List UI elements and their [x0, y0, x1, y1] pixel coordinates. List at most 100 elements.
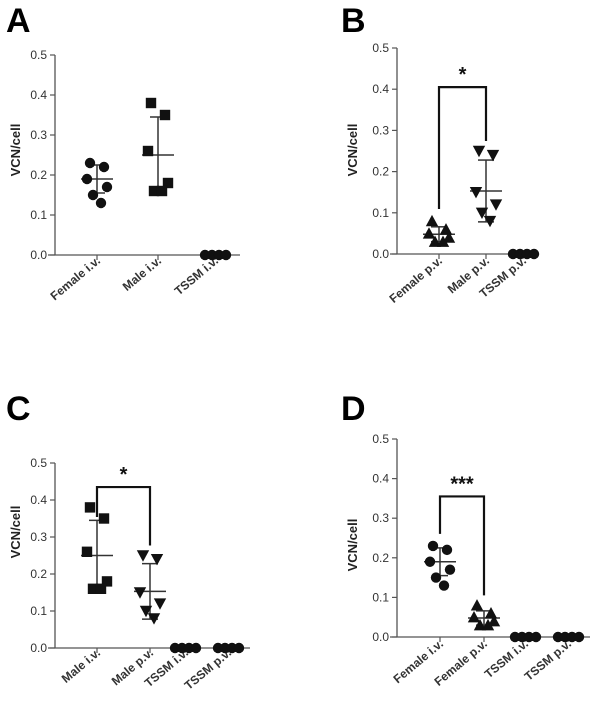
data-point — [486, 149, 500, 162]
panel-letter: D — [341, 390, 366, 428]
data-point — [467, 611, 481, 623]
data-point — [84, 502, 96, 513]
y-tick-label: 0.0 — [372, 247, 389, 261]
y-tick-label: 0.4 — [30, 493, 47, 507]
y-tick-label: 0.5 — [372, 432, 389, 446]
y-tick-label: 0.1 — [372, 590, 389, 604]
y-tick-label: 0.4 — [372, 472, 389, 486]
data-point — [427, 540, 439, 552]
significance-bracket — [95, 485, 152, 546]
y-axis-label: VCN/cell — [8, 124, 23, 177]
data-point — [159, 109, 171, 121]
y-tick-label: 0.4 — [30, 88, 47, 102]
panel-letter: B — [341, 2, 366, 40]
data-point — [136, 550, 150, 562]
data-point — [438, 580, 450, 591]
y-tick-label: 0.0 — [30, 641, 47, 655]
data-point — [441, 544, 453, 556]
category-label: Male i.v. — [120, 254, 164, 294]
data-point — [530, 631, 542, 643]
data-point — [95, 583, 107, 594]
data-point — [422, 227, 436, 239]
data-point — [98, 513, 110, 524]
data-point — [101, 576, 113, 587]
data-point — [439, 223, 453, 235]
data-point — [424, 556, 436, 567]
data-point — [528, 248, 540, 260]
data-point — [428, 235, 442, 247]
data-point — [81, 546, 93, 557]
data-point — [484, 607, 498, 619]
data-point — [145, 97, 157, 109]
y-tick-label: 0.2 — [30, 168, 47, 182]
y-tick-label: 0.2 — [30, 567, 47, 581]
significance-label: * — [120, 464, 128, 486]
data-point — [481, 618, 495, 631]
y-tick-label: 0.5 — [372, 41, 389, 55]
data-point — [489, 199, 503, 211]
data-point — [84, 157, 96, 169]
significance-bracket — [437, 86, 488, 210]
data-point — [156, 185, 168, 197]
data-point — [101, 181, 113, 193]
y-tick-label: 0.1 — [30, 208, 47, 222]
data-point — [142, 145, 154, 157]
category-label: Male i.v. — [59, 646, 103, 686]
y-tick-label: 0.1 — [30, 604, 47, 618]
panel-letter: A — [6, 2, 31, 40]
data-point — [150, 554, 164, 566]
data-point — [487, 614, 501, 627]
significance-bracket — [438, 495, 486, 596]
y-tick-label: 0.3 — [30, 530, 47, 544]
y-tick-label: 0.4 — [372, 82, 389, 96]
data-point — [220, 249, 232, 261]
data-point — [573, 631, 585, 643]
category-label: TSSM p.v. — [522, 637, 574, 684]
data-point — [444, 564, 456, 575]
category-label: Female i.v. — [48, 254, 103, 304]
category-label: TSSM i.v. — [172, 254, 221, 298]
panel-letter: C — [6, 390, 31, 428]
data-point — [470, 599, 484, 611]
y-tick-label: 0.2 — [372, 165, 389, 179]
data-point — [190, 642, 202, 654]
data-point — [81, 173, 93, 185]
y-tick-label: 0.3 — [30, 128, 47, 142]
data-point — [472, 145, 486, 158]
y-tick-label: 0.1 — [372, 206, 389, 220]
y-tick-label: 0.5 — [30, 456, 47, 470]
data-point — [148, 185, 160, 197]
data-point — [87, 583, 99, 594]
category-label: Female p.v. — [387, 254, 445, 306]
data-point — [162, 177, 174, 189]
data-point — [139, 605, 153, 618]
data-point — [153, 598, 167, 610]
data-point — [425, 214, 439, 227]
data-point — [469, 187, 483, 199]
data-point — [233, 642, 245, 654]
y-tick-label: 0.0 — [372, 630, 389, 644]
data-point — [147, 613, 161, 625]
y-axis-label: VCN/cell — [345, 124, 360, 177]
data-point — [87, 189, 99, 201]
chart-panel-a: A VCN/cell 0.0 0.1 0.2 0.3 0.4 0.5 Female i.v. Ma… — [6, 2, 240, 303]
data-point — [436, 235, 450, 247]
y-tick-label: 0.3 — [372, 511, 389, 525]
significance-label: *** — [450, 473, 474, 495]
data-point — [473, 618, 487, 631]
y-tick-label: 0.0 — [30, 248, 47, 262]
data-point — [483, 215, 497, 228]
y-tick-label: 0.5 — [30, 48, 47, 62]
significance-label: * — [459, 64, 467, 86]
y-tick-label: 0.2 — [372, 551, 389, 565]
data-point — [475, 207, 489, 219]
y-tick-label: 0.3 — [372, 123, 389, 137]
data-point — [133, 587, 147, 599]
y-axis-label: VCN/cell — [8, 506, 23, 559]
y-axis-label: VCN/cell — [345, 519, 360, 572]
data-point — [95, 197, 107, 209]
